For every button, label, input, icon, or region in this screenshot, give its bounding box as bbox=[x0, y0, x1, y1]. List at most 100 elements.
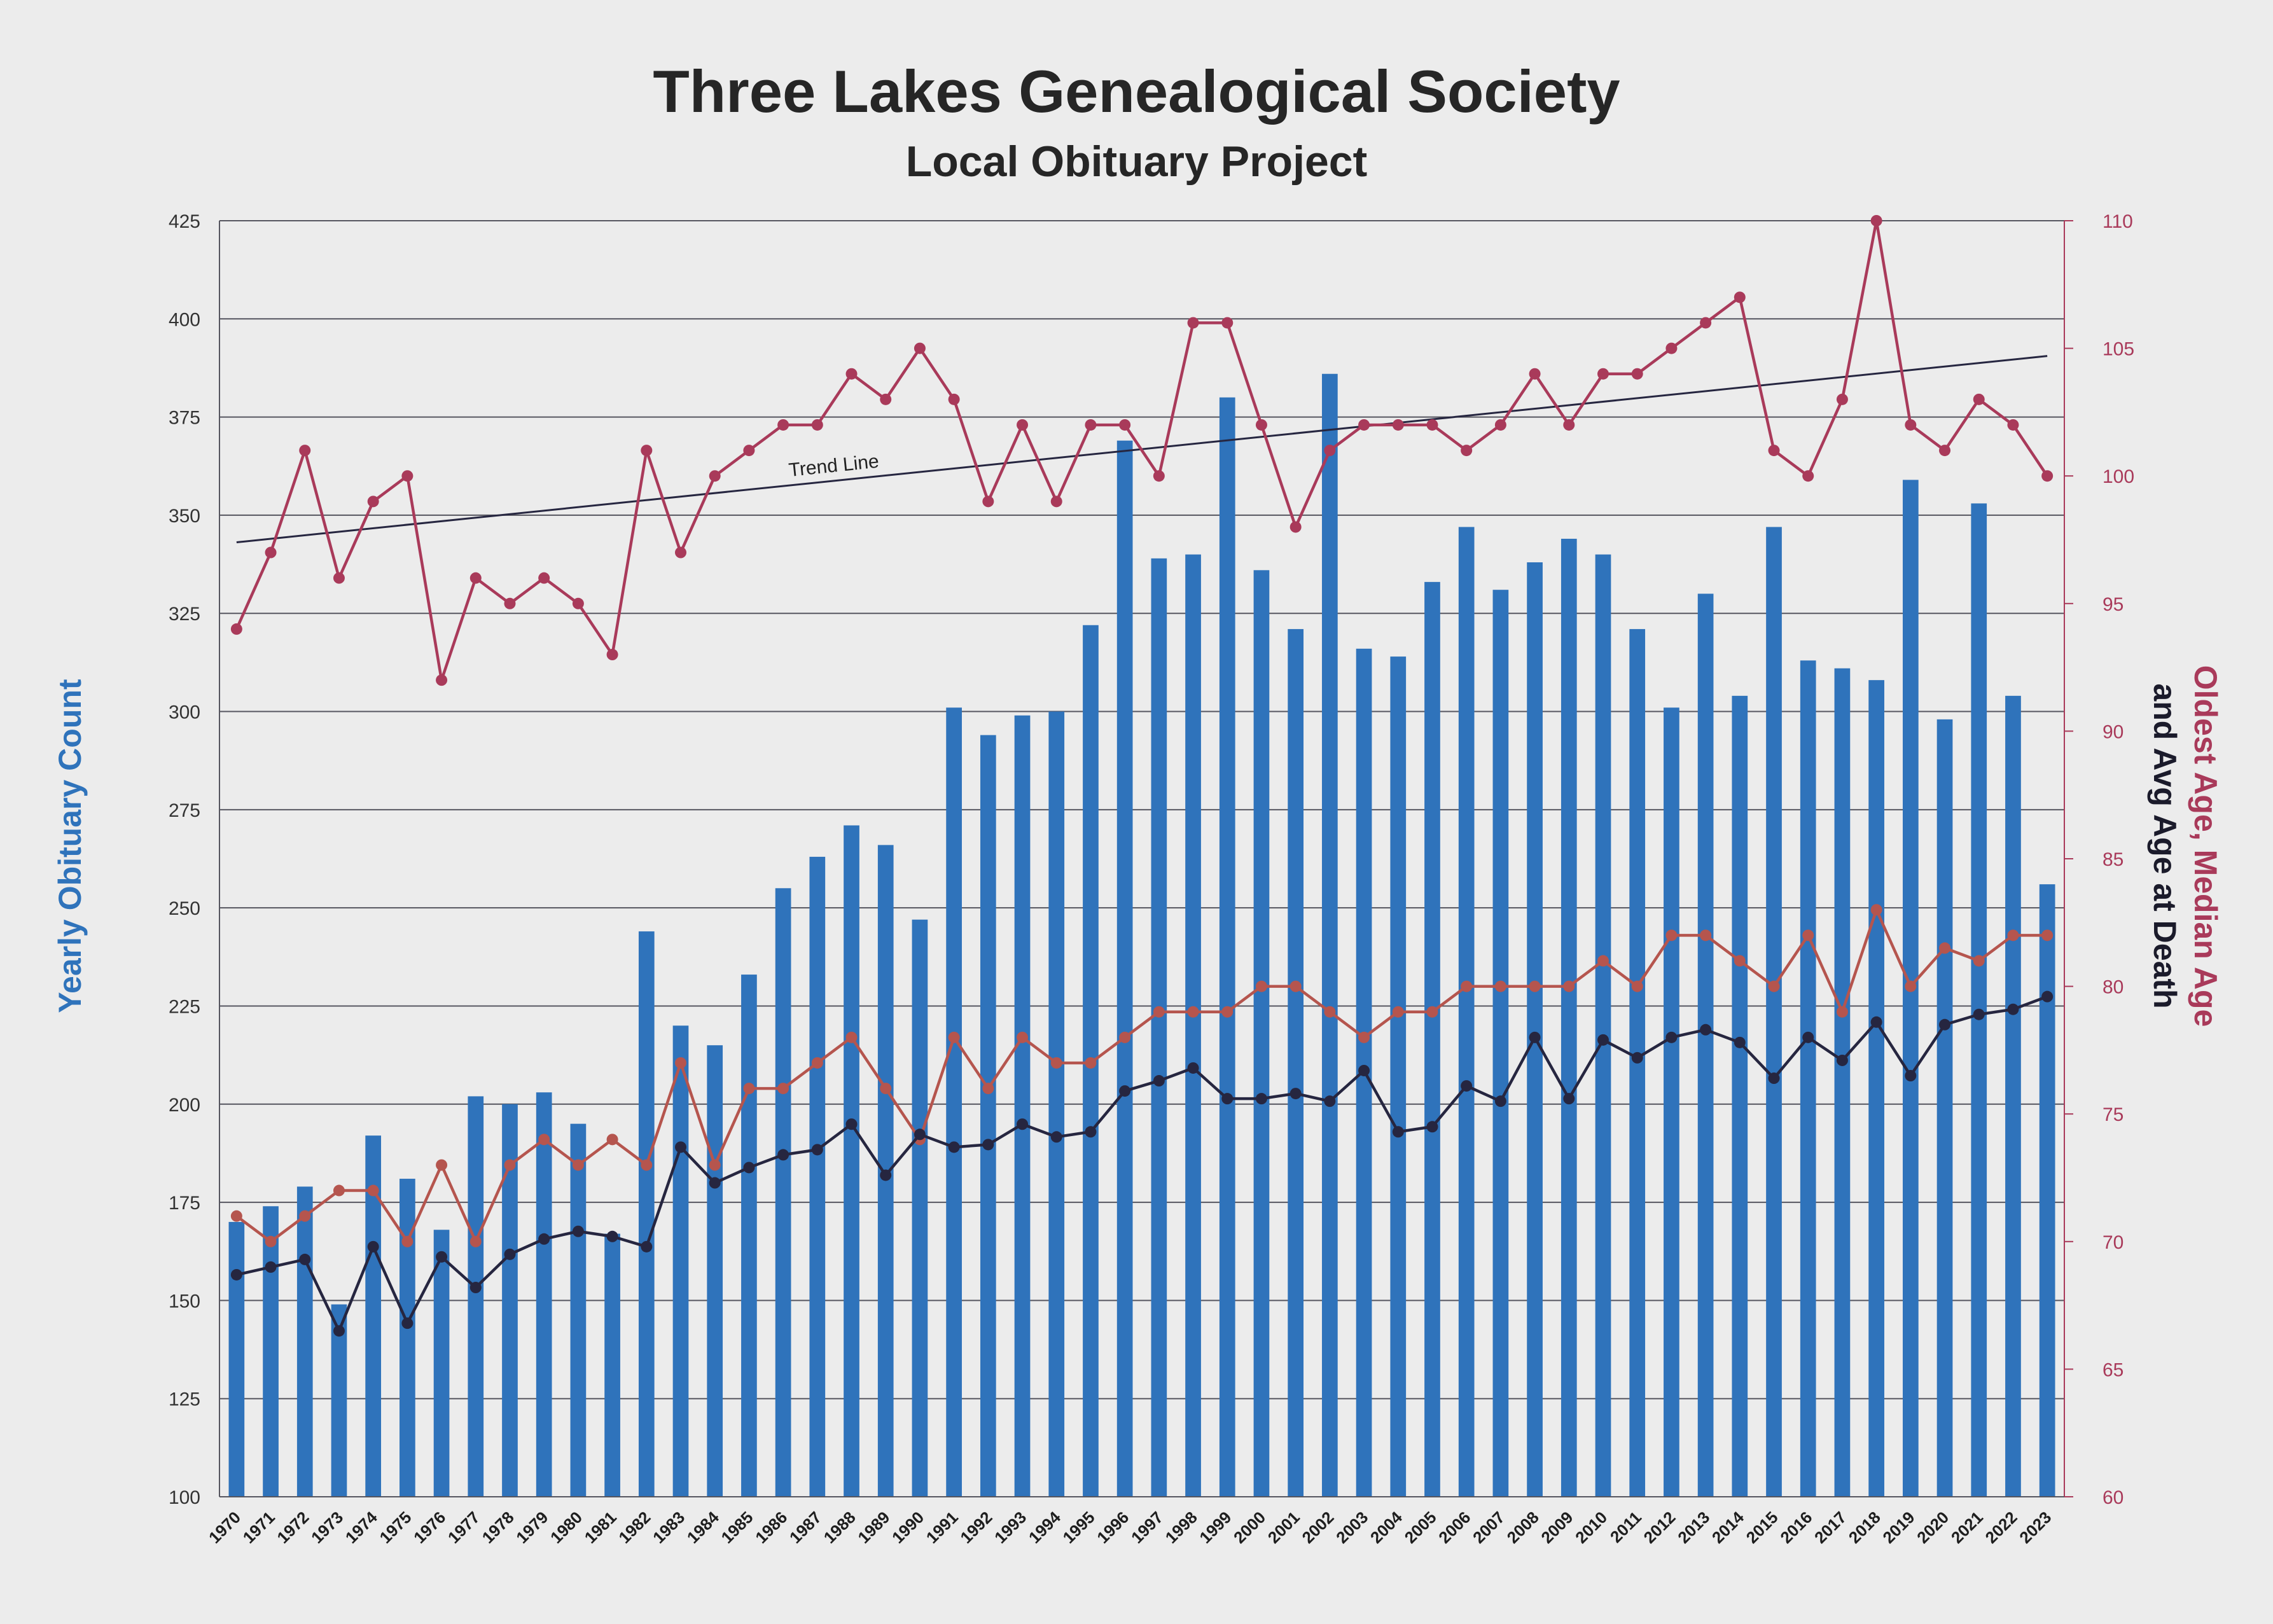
avg-age-line bbox=[236, 995, 2048, 1333]
x-tick-label: 2007 bbox=[1469, 1508, 1508, 1547]
bar bbox=[1834, 668, 1851, 1497]
median-age-point bbox=[777, 1083, 789, 1095]
y-left-tick-label: 200 bbox=[169, 1095, 200, 1116]
median-age-point bbox=[1665, 929, 1678, 941]
oldest-age-point bbox=[1255, 419, 1267, 431]
oldest-age-point bbox=[1905, 419, 1917, 431]
avg-age-point bbox=[469, 1282, 482, 1294]
y-left-tick-label: 425 bbox=[169, 211, 200, 232]
bar bbox=[570, 1123, 587, 1497]
avg-age-point bbox=[1768, 1072, 1780, 1085]
x-tick-label: 2013 bbox=[1674, 1508, 1713, 1547]
gridlines bbox=[219, 220, 2064, 1497]
bar bbox=[536, 1092, 552, 1497]
oldest-age-point bbox=[606, 649, 618, 661]
y-left-tick-label: 125 bbox=[169, 1389, 200, 1410]
x-tick-label: 1979 bbox=[512, 1508, 552, 1547]
x-tick-label: 2021 bbox=[1947, 1508, 1987, 1547]
median-age-point bbox=[1802, 929, 1814, 941]
oldest-age-point bbox=[436, 674, 448, 686]
oldest-age-point bbox=[1973, 393, 1985, 405]
oldest-age-point bbox=[1734, 291, 1746, 303]
axes bbox=[219, 220, 2073, 1497]
y-right-tick-label: 75 bbox=[2103, 1104, 2124, 1125]
bar bbox=[468, 1096, 484, 1497]
x-tick-label: 2022 bbox=[1982, 1508, 2021, 1547]
oldest-age-point bbox=[1700, 317, 1712, 329]
x-tick-label: 1971 bbox=[239, 1508, 279, 1547]
avg-age-point bbox=[1529, 1031, 1541, 1043]
avg-age-point bbox=[914, 1128, 926, 1141]
avg-age-point bbox=[1017, 1118, 1029, 1130]
median-age-point bbox=[743, 1083, 755, 1095]
oldest-age-point bbox=[845, 368, 858, 380]
bar bbox=[1936, 719, 1953, 1497]
median-age-point bbox=[1187, 1006, 1199, 1018]
median-age-point bbox=[1905, 980, 1917, 992]
bar-series bbox=[228, 373, 2055, 1497]
x-tick-label: 1997 bbox=[1127, 1508, 1167, 1547]
avg-age-point bbox=[606, 1230, 618, 1242]
avg-age-point bbox=[845, 1118, 858, 1130]
avg-age-point bbox=[1221, 1093, 1234, 1105]
avg-age-point bbox=[1392, 1126, 1404, 1138]
oldest-age-point bbox=[1119, 419, 1131, 431]
oldest-age-point bbox=[572, 597, 584, 609]
avg-age-point bbox=[1050, 1131, 1062, 1143]
bar bbox=[1766, 527, 1782, 1497]
oldest-age-point bbox=[504, 597, 516, 609]
median-age-point bbox=[367, 1184, 379, 1197]
x-tick-label: 2018 bbox=[1845, 1508, 1884, 1547]
median-age-point bbox=[1426, 1006, 1438, 1018]
y-left-tick-label: 225 bbox=[169, 996, 200, 1017]
x-tick-label: 1989 bbox=[854, 1508, 893, 1547]
median-age-point bbox=[1085, 1057, 1097, 1069]
bar bbox=[1732, 695, 1748, 1497]
x-tick-label: 1970 bbox=[205, 1508, 244, 1547]
oldest-age-point bbox=[367, 496, 379, 508]
oldest-age-point bbox=[1050, 496, 1062, 508]
oldest-age-point bbox=[675, 546, 686, 559]
x-tick-label: 1975 bbox=[375, 1508, 415, 1547]
oldest-age-point bbox=[1017, 419, 1029, 431]
bar bbox=[809, 856, 826, 1497]
y-axis-right-label: Oldest Age, Median Age and Avg Age at De… bbox=[2144, 665, 2226, 1027]
bar bbox=[1219, 397, 1235, 1497]
y-axis-left-label: Yearly Obituary Count bbox=[52, 679, 88, 1013]
bar bbox=[1185, 554, 1201, 1497]
median-age-point bbox=[1973, 955, 1985, 967]
oldest-age-point bbox=[2041, 470, 2054, 482]
bar bbox=[228, 1221, 245, 1497]
oldest-age-point bbox=[299, 445, 311, 457]
bar bbox=[1561, 538, 1577, 1497]
oldest-age-point bbox=[709, 470, 721, 482]
avg-age-point bbox=[436, 1251, 448, 1263]
median-age-point bbox=[1289, 980, 1302, 992]
oldest-age-point bbox=[469, 572, 482, 584]
x-tick-label: 1976 bbox=[410, 1508, 449, 1547]
avg-age-point bbox=[777, 1149, 789, 1161]
y-left-tick-label: 175 bbox=[169, 1193, 200, 1214]
median-age-point bbox=[1700, 929, 1712, 941]
bar bbox=[1424, 581, 1440, 1497]
median-age-point bbox=[436, 1159, 448, 1171]
bar bbox=[263, 1206, 279, 1497]
x-tick-label: 1984 bbox=[683, 1508, 723, 1547]
x-tick-label: 1973 bbox=[307, 1508, 347, 1547]
avg-age-point bbox=[743, 1162, 755, 1174]
avg-age-point bbox=[1939, 1018, 1951, 1031]
avg-age-point bbox=[1461, 1080, 1473, 1092]
median-age-point bbox=[675, 1057, 686, 1069]
bar bbox=[2039, 884, 2055, 1497]
oldest-age-point bbox=[401, 470, 414, 482]
avg-age-point bbox=[538, 1233, 550, 1245]
x-tick-label: 1991 bbox=[922, 1508, 962, 1547]
x-tick-label: 2003 bbox=[1332, 1508, 1372, 1547]
x-tick-label: 2019 bbox=[1879, 1508, 1918, 1547]
avg-age-point bbox=[1631, 1051, 1643, 1064]
bar bbox=[707, 1045, 723, 1497]
x-tick-label: 2000 bbox=[1230, 1508, 1269, 1547]
avg-age-point bbox=[230, 1268, 242, 1280]
median-age-point bbox=[504, 1159, 516, 1171]
bar bbox=[912, 919, 928, 1497]
